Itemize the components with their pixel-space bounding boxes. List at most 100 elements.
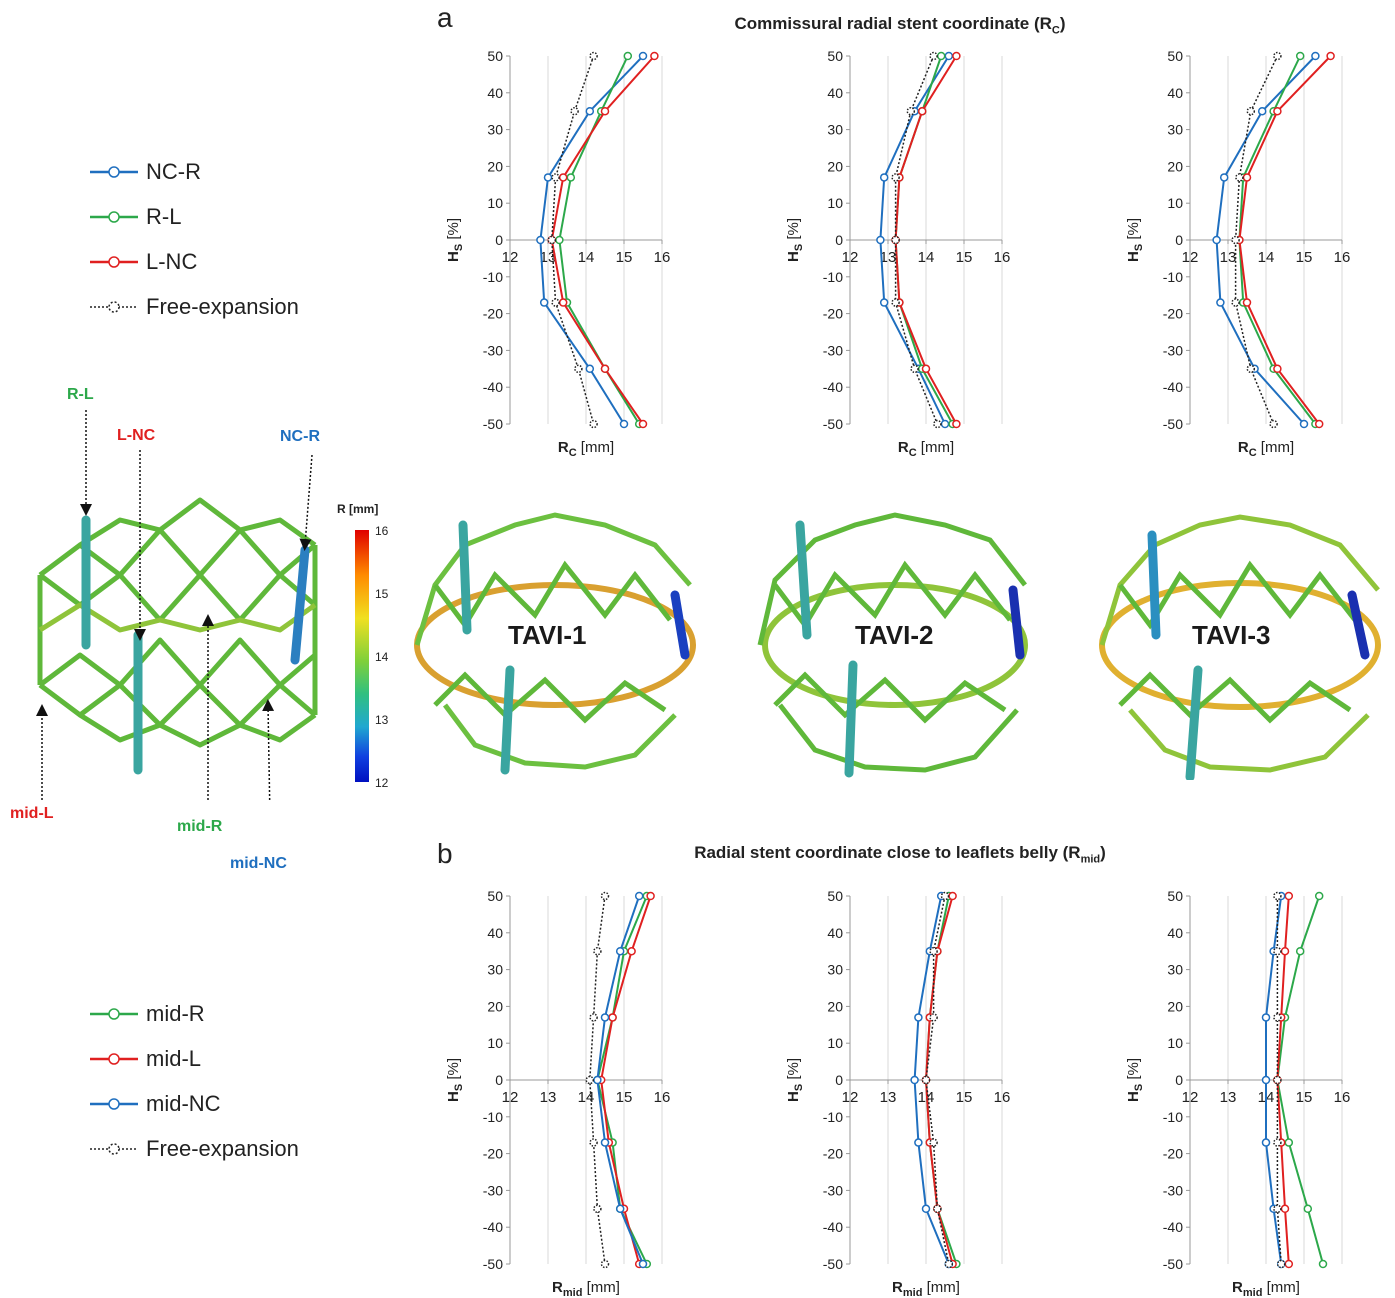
- y-tick-label: 30: [1167, 122, 1183, 138]
- y-tick-label: -20: [483, 306, 503, 322]
- legend-top-item: R-L: [88, 204, 181, 230]
- legend-top-swatch-icon: [90, 211, 138, 223]
- x-axis-label: RC [mm]: [1238, 439, 1294, 458]
- y-tick-label: -50: [483, 416, 503, 432]
- data-point: [1284, 891, 1294, 901]
- data-point: [593, 1075, 602, 1085]
- data-point: [600, 106, 610, 116]
- data-point: [619, 419, 629, 429]
- y-tick-label: 30: [827, 122, 843, 138]
- data-point: [952, 51, 961, 61]
- data-point: [638, 419, 648, 429]
- legend-bottom-item: mid-R: [88, 1001, 205, 1027]
- x-tick-label: 15: [616, 249, 633, 266]
- tavi-label-1: TAVI-1: [508, 620, 587, 650]
- y-tick-label: -40: [483, 379, 503, 395]
- x-tick-label: 14: [578, 249, 595, 266]
- data-point: [1303, 1204, 1313, 1214]
- data-point: [615, 1204, 625, 1214]
- y-tick-label: -30: [483, 1182, 503, 1198]
- data-point: [634, 891, 644, 901]
- stent-label-midl: mid-L: [10, 805, 54, 822]
- data-point: [944, 51, 954, 61]
- y-tick-label: -40: [483, 1219, 503, 1235]
- y-tick-label: -10: [483, 1109, 503, 1125]
- y-tick-label: -20: [1163, 306, 1183, 322]
- x-tick-label: 15: [1296, 249, 1313, 266]
- y-tick-label: 0: [835, 1072, 843, 1088]
- legend-top-item: Free-expansion: [88, 294, 299, 320]
- stent-frame: [37, 497, 318, 748]
- data-point: [615, 946, 625, 956]
- data-point: [558, 298, 568, 307]
- data-point: [646, 891, 655, 901]
- x-tick-label: 16: [654, 1089, 671, 1106]
- data-point: [1295, 946, 1305, 956]
- x-tick-label: 13: [1220, 249, 1237, 266]
- panel-a-title-main: Commissural radial stent coordinate (R: [734, 14, 1052, 33]
- x-tick-label: 16: [994, 249, 1011, 266]
- stent-label-ncr: NC-R: [280, 428, 320, 445]
- series-free-expansion: [547, 51, 598, 429]
- data-point: [1246, 106, 1256, 116]
- data-point: [589, 1013, 598, 1022]
- data-point: [1273, 1075, 1282, 1085]
- y-tick-label: 50: [1167, 888, 1183, 904]
- legend-bottom-item: mid-NC: [88, 1091, 221, 1117]
- data-point: [589, 419, 598, 429]
- y-tick-label: 0: [1175, 232, 1183, 248]
- colorbar-tick: 15: [375, 587, 389, 601]
- x-tick-label: 15: [956, 1089, 973, 1106]
- data-point: [1231, 298, 1240, 307]
- tavi-label-2: TAVI-2: [855, 620, 934, 650]
- legend-top-label: L-NC: [146, 249, 198, 274]
- data-point: [600, 1259, 610, 1269]
- data-point: [891, 298, 900, 307]
- series-free-expansion: [1273, 891, 1286, 1269]
- series-free-expansion: [891, 51, 942, 429]
- stent-label-lnc: L-NC: [117, 427, 156, 444]
- data-point: [876, 235, 885, 245]
- data-point: [1284, 1259, 1294, 1269]
- y-tick-label: -20: [483, 1146, 503, 1162]
- x-tick-label: 14: [1258, 249, 1275, 266]
- data-point: [933, 1204, 942, 1214]
- y-tick-label: -40: [1163, 379, 1183, 395]
- data-point: [555, 235, 564, 245]
- tavi-label-3: TAVI-3: [1192, 620, 1271, 650]
- data-point: [891, 173, 900, 182]
- data-point: [1212, 235, 1221, 245]
- x-axis-label: Rmid [mm]: [892, 1279, 960, 1298]
- data-point: [627, 946, 636, 956]
- y-tick-label: 50: [1167, 48, 1183, 64]
- legend-top-label: R-L: [146, 204, 182, 229]
- x-axis-label: RC [mm]: [898, 439, 954, 458]
- y-tick-label: 50: [827, 888, 843, 904]
- colorbar-title: R [mm]: [337, 502, 379, 516]
- y-tick-label: 0: [495, 1072, 503, 1088]
- y-tick-label: -20: [1163, 1146, 1183, 1162]
- stent-label-midr: mid-R: [177, 818, 223, 835]
- x-tick-label: 12: [1182, 1089, 1199, 1106]
- data-point: [921, 1204, 931, 1214]
- data-point: [593, 946, 602, 956]
- y-axis-label: HS [%]: [445, 218, 465, 262]
- y-tick-label: 40: [487, 85, 503, 101]
- colorbar: [355, 530, 369, 782]
- y-tick-label: -30: [823, 1182, 843, 1198]
- colorbar-tick: 12: [375, 776, 389, 790]
- y-tick-label: -30: [823, 342, 843, 358]
- panel-a-title-sub: C: [1051, 24, 1060, 37]
- legend-bottom-swatch-icon: [90, 1143, 138, 1155]
- x-tick-label: 12: [842, 1089, 859, 1106]
- y-tick-label: 20: [827, 158, 843, 174]
- x-axis-label: Rmid [mm]: [1232, 1279, 1300, 1298]
- data-point: [608, 1013, 617, 1022]
- data-point: [1261, 1075, 1271, 1085]
- tavi-1-stent: [414, 512, 696, 775]
- data-point: [891, 235, 900, 245]
- legend-top-label: NC-R: [146, 159, 201, 184]
- series-mid-nc: [593, 891, 648, 1269]
- data-point: [917, 106, 927, 116]
